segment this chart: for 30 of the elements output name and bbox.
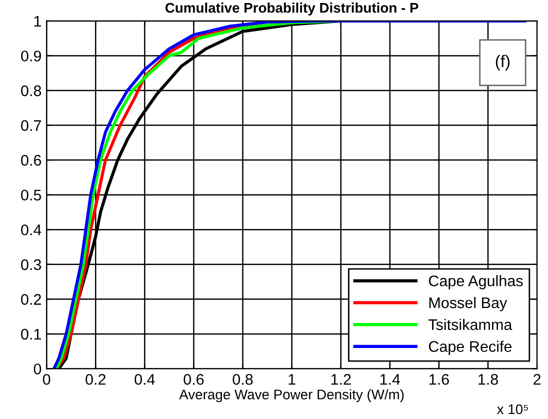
- y-tick-label: 1: [34, 16, 41, 26]
- y-tick-label: 0.5: [21, 190, 42, 201]
- legend-label: Mossel Bay: [429, 296, 508, 312]
- legend-label: Tsitsikamma: [428, 318, 512, 330]
- legend-label: Cape Recife: [428, 340, 512, 355]
- x-tick-label: 0.4: [134, 374, 155, 385]
- x-axis-title: Average Wave Power Density (W/m): [179, 389, 404, 402]
- x-tick-label: 0.2: [86, 374, 106, 385]
- legend-label: Cape Agulhas: [428, 275, 523, 290]
- x-tick-label: 1.8: [478, 374, 498, 385]
- chart-title: Cumulative Probability Distribution - P: [165, 2, 418, 16]
- y-tick-label: 0.6: [21, 154, 42, 166]
- x-tick-label: 2: [534, 374, 541, 385]
- text: x 10⁵: [496, 404, 528, 414]
- annotation: (f): [496, 54, 510, 70]
- y-tick-label: 0.8: [21, 85, 42, 96]
- y-tick-label: 0: [34, 364, 42, 374]
- x-tick-label: 0.8: [232, 374, 253, 385]
- y-tick-label: 0.7: [21, 120, 41, 131]
- x-tick-label: 1.6: [429, 374, 449, 385]
- x-tick-label: 1: [288, 374, 296, 385]
- x-tick-label: 0: [42, 374, 50, 385]
- y-tick-label: 0.9: [21, 50, 41, 62]
- y-tick-label: 0.1: [21, 328, 41, 340]
- x-tick-label: 0.6: [184, 374, 204, 385]
- x-tick-label: 1.4: [380, 374, 400, 385]
- x-tick-label: 1.2: [331, 374, 351, 385]
- y-tick-label: 0.3: [21, 259, 42, 270]
- y-tick-label: 0.4: [21, 224, 42, 236]
- y-tick-label: 0.2: [21, 294, 41, 305]
